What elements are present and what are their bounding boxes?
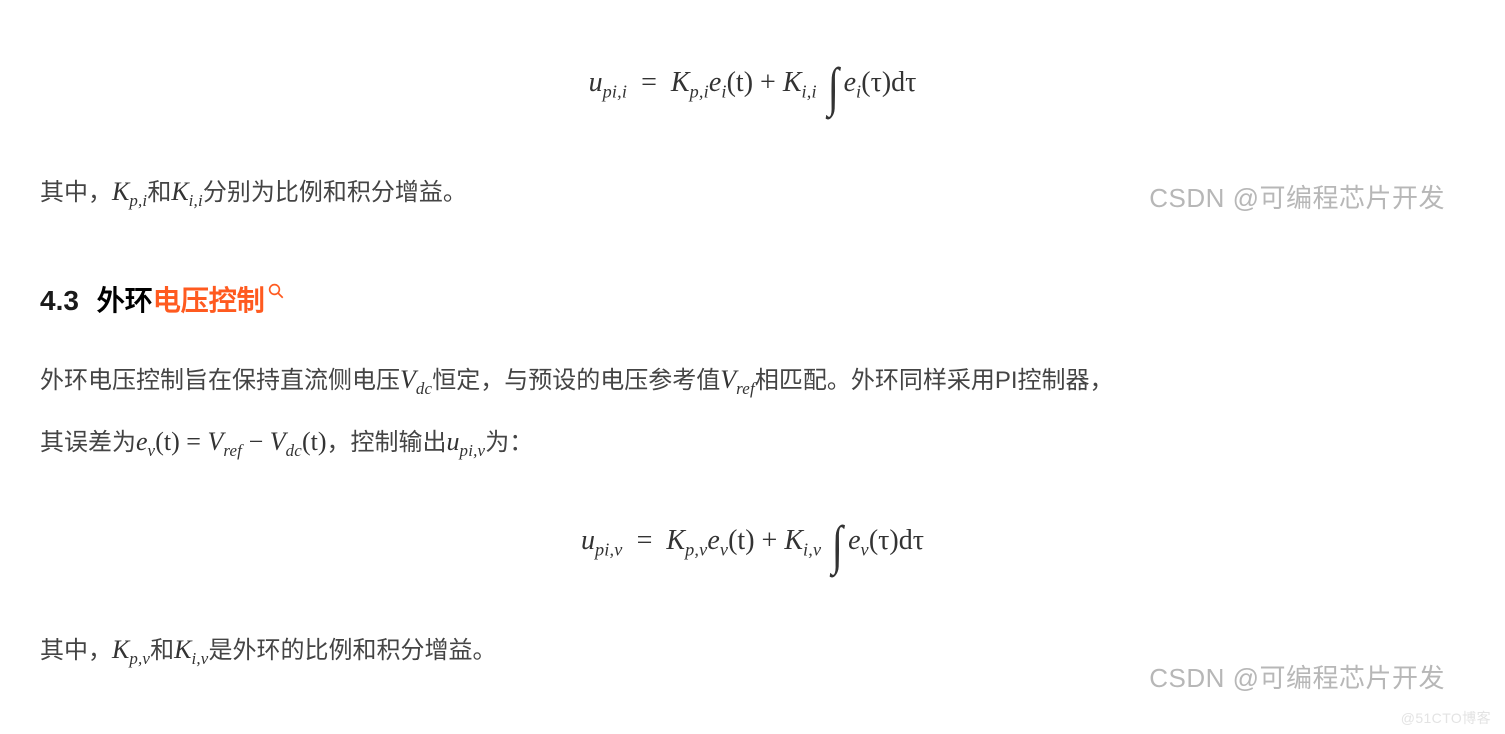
heading-number: 4.3	[40, 285, 79, 316]
paragraph-gains-outer: 其中，Kp,v和Ki,v是外环的比例和积分增益。	[40, 624, 1465, 676]
paragraph-outer-desc-1: 外环电压控制旨在保持直流侧电压Vdc恒定，与预设的电压参考值Vref相匹配。外环…	[40, 354, 1465, 406]
paragraph-gains-inner: 其中，Kp,i和Ki,i分别为比例和积分增益。	[40, 166, 1465, 218]
equation-inner-loop: upi,i = Kp,iei(t) + Ki,i ∫ ei(τ)dτ	[40, 50, 1465, 126]
heading-highlight: 电压控制	[153, 285, 265, 316]
search-icon[interactable]	[267, 273, 285, 309]
article-content: upi,i = Kp,iei(t) + Ki,i ∫ ei(τ)dτ 其中，Kp…	[0, 0, 1505, 716]
paragraph-outer-desc-2: 其误差为ev(t) = Vref − Vdc(t)，控制输出upi,v为：	[40, 416, 1465, 468]
equation-outer-loop: upi,v = Kp,vev(t) + Ki,v ∫ ev(τ)dτ	[40, 508, 1465, 584]
section-heading-4-3: 4.3 外环电压控制	[40, 273, 1465, 319]
